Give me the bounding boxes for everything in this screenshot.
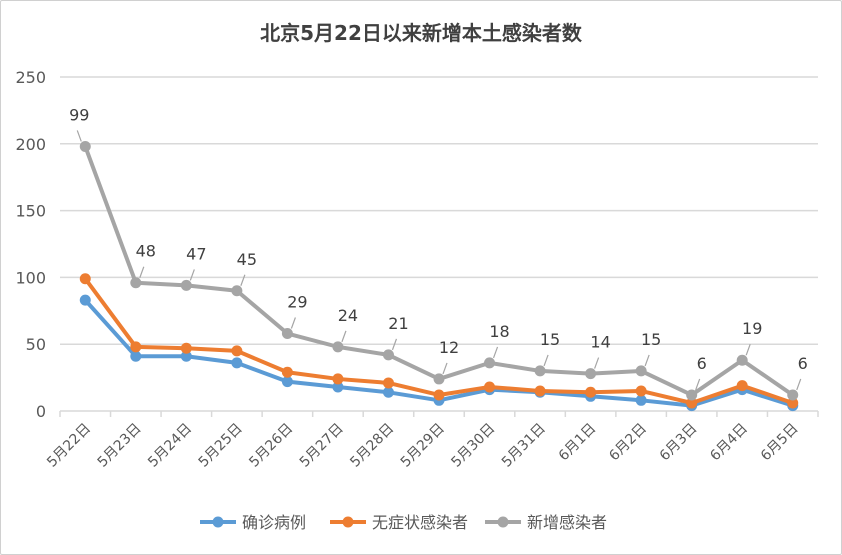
data-label: 45 (237, 250, 257, 269)
label-leader (492, 346, 499, 359)
x-tick-label: 6月1日 (556, 421, 600, 465)
data-point (433, 373, 445, 385)
x-tick-label: 5月26日 (246, 421, 296, 471)
data-label: 19 (742, 319, 762, 338)
x-tick-label: 5月25日 (196, 421, 246, 471)
data-point (130, 341, 142, 353)
data-point (635, 394, 647, 406)
label-leader (745, 344, 751, 356)
y-tick-label: 50 (26, 335, 46, 354)
data-point (332, 341, 344, 353)
data-point (585, 386, 597, 398)
label-leader (543, 354, 549, 367)
label-leader (796, 378, 802, 391)
data-point (534, 385, 546, 397)
data-label: 12 (439, 338, 459, 357)
y-tick-label: 0 (36, 402, 46, 421)
data-label: 14 (590, 333, 610, 352)
label-leader (594, 357, 600, 369)
data-point (79, 273, 91, 285)
data-point (130, 350, 142, 362)
y-tick-label: 150 (15, 202, 46, 221)
data-point (332, 373, 344, 385)
x-tick-label: 5月29日 (398, 421, 448, 471)
legend-label: 无症状感染者 (372, 513, 468, 532)
x-tick-label: 6月3日 (657, 421, 701, 465)
data-point (382, 386, 394, 398)
x-tick-label: 6月5日 (758, 421, 802, 465)
data-point (180, 279, 192, 291)
data-label: 6 (697, 354, 707, 373)
data-point (534, 365, 546, 377)
x-tick-label: 5月24日 (145, 421, 195, 471)
data-point (635, 385, 647, 397)
y-tick-label: 200 (15, 135, 46, 154)
x-tick-label: 5月28日 (347, 421, 397, 471)
data-point (231, 357, 243, 369)
legend-label: 确诊病例 (242, 513, 306, 532)
data-label: 47 (186, 244, 206, 263)
legend-marker (497, 516, 509, 528)
label-leader (644, 354, 650, 367)
data-point (382, 377, 394, 389)
x-tick-label: 6月4日 (707, 421, 751, 465)
y-tick-label: 250 (15, 68, 46, 87)
label-leader (139, 266, 145, 278)
data-point (585, 368, 597, 380)
data-point (180, 342, 192, 354)
data-label: 18 (489, 322, 509, 341)
data-point (79, 294, 91, 306)
data-point (635, 365, 647, 377)
data-point (433, 389, 445, 401)
data-label: 6 (798, 354, 808, 373)
label-leader (341, 330, 347, 343)
label-leader (76, 130, 82, 142)
label-leader (290, 317, 296, 329)
label-leader (695, 378, 701, 391)
data-point (787, 389, 799, 401)
data-point (281, 376, 293, 388)
data-point (130, 277, 142, 289)
data-label: 15 (641, 330, 661, 349)
x-tick-label: 6月2日 (606, 421, 650, 465)
data-label: 29 (287, 293, 307, 312)
data-point (382, 349, 394, 361)
y-tick-label: 100 (15, 268, 46, 287)
data-point (231, 345, 243, 357)
data-label: 24 (338, 306, 358, 325)
data-point (281, 366, 293, 378)
x-tick-label: 5月31日 (499, 421, 549, 471)
label-leader (442, 362, 448, 375)
data-point (686, 389, 698, 401)
data-point (180, 350, 192, 362)
data-point (281, 328, 293, 340)
label-leader (391, 338, 398, 351)
data-point (484, 381, 496, 393)
data-point (736, 354, 748, 366)
legend-marker (342, 516, 354, 528)
legend-label: 新增感染者 (527, 513, 607, 532)
data-label: 48 (136, 242, 156, 261)
x-tick-label: 5月22日 (44, 421, 94, 471)
data-point (332, 381, 344, 393)
data-point (484, 357, 496, 369)
chart-title: 北京5月22日以来新增本土感染者数 (260, 21, 583, 45)
label-leader (189, 269, 195, 281)
x-tick-label: 5月27日 (297, 421, 347, 471)
data-point (79, 140, 91, 152)
data-label: 99 (69, 105, 89, 124)
data-label: 21 (388, 314, 408, 333)
data-point (231, 285, 243, 297)
data-label: 15 (540, 330, 560, 349)
data-point (686, 397, 698, 409)
label-leader (240, 274, 246, 286)
data-point (787, 397, 799, 409)
x-tick-label: 5月23日 (95, 421, 145, 471)
x-tick-label: 5月30日 (448, 421, 498, 471)
legend-marker (212, 516, 224, 528)
data-point (736, 380, 748, 392)
